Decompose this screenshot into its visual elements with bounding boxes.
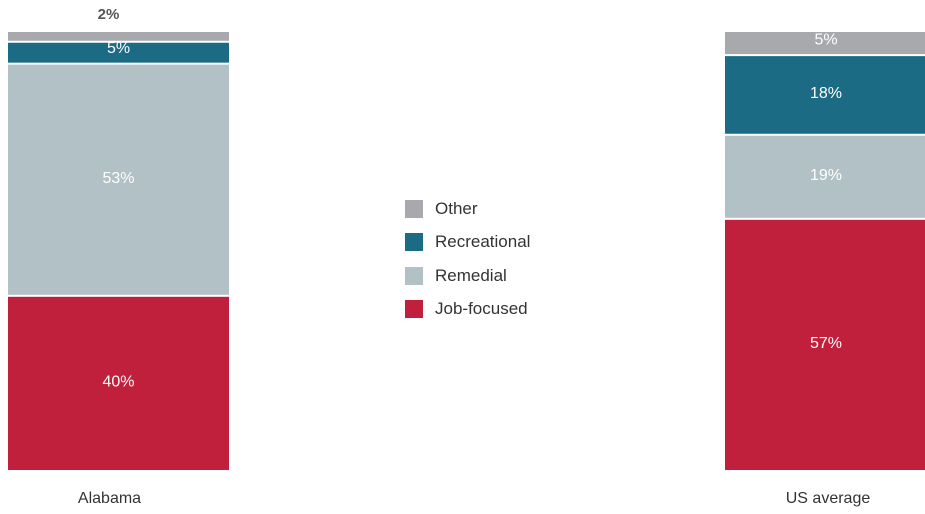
category-label-0: Alabama <box>78 490 141 507</box>
data-label-job-focused-1: 57% <box>810 335 842 352</box>
legend-swatch-remedial <box>405 266 423 285</box>
data-label-other-0: 2% <box>98 6 120 23</box>
legend-swatch-other <box>405 199 423 218</box>
legend-label-other: Other <box>435 198 478 218</box>
data-label-recreational-1: 18% <box>810 85 842 102</box>
bar-segment-remedial-1 <box>725 135 925 218</box>
bar-segment-other-0 <box>8 32 229 41</box>
chart-legend: Other Recreational Remedial Job-focused <box>405 192 530 326</box>
legend-item-recreational: Recreational <box>405 226 530 260</box>
bar-segment-recreational-0 <box>8 42 229 63</box>
data-label-job-focused-0: 40% <box>102 374 134 391</box>
data-label-other-1: 5% <box>814 31 837 48</box>
legend-item-remedial: Remedial <box>405 259 530 293</box>
legend-swatch-recreational <box>405 233 423 252</box>
legend-item-job-focused: Job-focused <box>405 293 530 327</box>
category-label-1: US average <box>786 490 871 507</box>
data-label-recreational-0: 5% <box>107 40 130 57</box>
legend-swatch-job-focused <box>405 300 423 319</box>
legend-item-other: Other <box>405 192 530 226</box>
legend-label-job-focused: Job-focused <box>435 299 528 319</box>
bar-segment-job-focused-1 <box>725 219 925 470</box>
legend-label-recreational: Recreational <box>435 232 531 252</box>
bar-segment-remedial-0 <box>8 64 229 295</box>
legend-label-remedial: Remedial <box>435 265 507 285</box>
data-label-remedial-1: 19% <box>810 167 842 184</box>
data-label-remedial-0: 53% <box>102 170 134 187</box>
bar-segment-other-1 <box>725 32 925 55</box>
bar-segment-recreational-1 <box>725 56 925 134</box>
bar-segment-job-focused-0 <box>8 296 229 470</box>
